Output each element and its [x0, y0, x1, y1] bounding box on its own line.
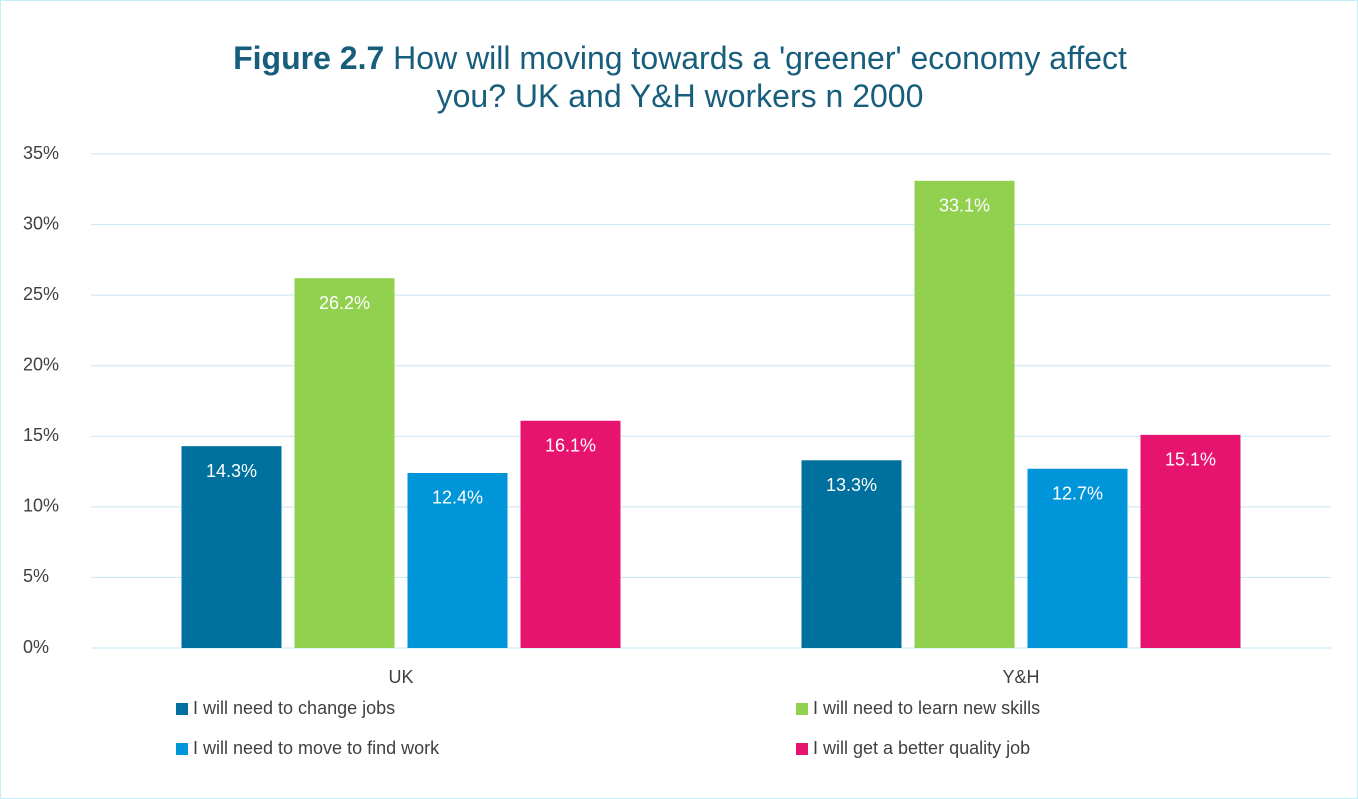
legend-label: I will get a better quality job	[813, 738, 1030, 758]
legend-swatch	[796, 703, 808, 715]
chart-title: Figure 2.7 How will moving towards a 'gr…	[230, 39, 1130, 115]
y-tick-label: 10%	[23, 496, 59, 516]
legend-label: I will need to move to find work	[193, 738, 440, 758]
y-tick-label: 5%	[23, 566, 49, 586]
legend-swatch	[176, 743, 188, 755]
bar	[520, 420, 621, 648]
y-tick-label: 0%	[23, 637, 49, 657]
value-label: 13.3%	[826, 475, 877, 495]
value-label: 12.7%	[1052, 483, 1103, 503]
bar	[294, 278, 395, 648]
bar	[801, 460, 902, 648]
legend-label: I will need to change jobs	[193, 698, 395, 718]
bar	[1027, 468, 1128, 648]
y-tick-label: 25%	[23, 284, 59, 304]
legend-swatch	[176, 703, 188, 715]
y-tick-label: 30%	[23, 213, 59, 233]
value-label: 33.1%	[939, 196, 990, 216]
bar	[407, 472, 508, 648]
bar	[914, 180, 1015, 648]
value-label: 14.3%	[206, 461, 257, 481]
bar	[181, 446, 282, 648]
y-tick-label: 35%	[23, 143, 59, 163]
legend-label: I will need to learn new skills	[813, 698, 1040, 718]
title-text: How will moving towards a 'greener' econ…	[393, 40, 1127, 114]
x-tick-label: UK	[388, 667, 413, 687]
x-tick-label: Y&H	[1002, 667, 1039, 687]
value-label: 15.1%	[1165, 450, 1216, 470]
value-label: 12.4%	[432, 488, 483, 508]
y-tick-label: 15%	[23, 425, 59, 445]
value-label: 26.2%	[319, 293, 370, 313]
title-label: Figure 2.7	[233, 40, 385, 76]
legend-swatch	[796, 743, 808, 755]
value-label: 16.1%	[545, 436, 596, 456]
bar	[1140, 434, 1241, 648]
y-tick-label: 20%	[23, 354, 59, 374]
